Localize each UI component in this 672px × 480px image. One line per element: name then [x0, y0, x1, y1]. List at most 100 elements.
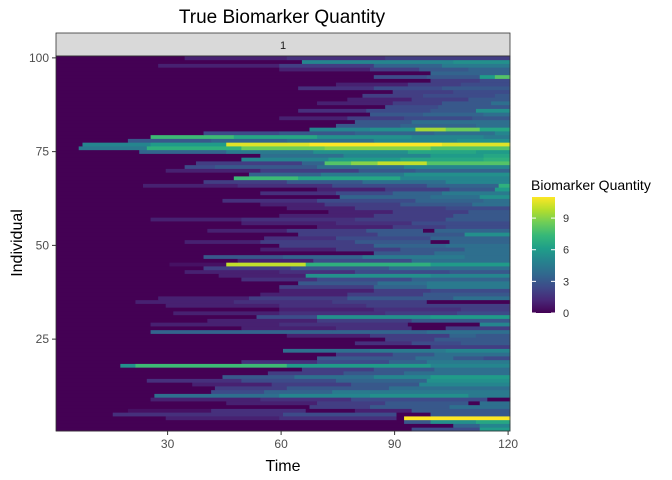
heatmap-tile: [56, 221, 242, 226]
heatmap-tile: [298, 108, 367, 113]
heatmap-tile: [434, 352, 511, 357]
heatmap-tile: [305, 408, 356, 413]
heatmap-tile: [441, 101, 492, 106]
heatmap-tile: [184, 164, 216, 169]
heatmap-tile: [392, 191, 443, 196]
heatmap-tile: [332, 389, 511, 394]
heatmap-tile: [460, 341, 511, 346]
heatmap-tile: [317, 101, 394, 106]
legend-tick-label: 3: [563, 276, 569, 288]
heatmap-tile: [56, 337, 386, 342]
heatmap-tile: [56, 386, 216, 391]
heatmap-tile: [335, 326, 413, 331]
heatmap-tile: [426, 359, 511, 364]
heatmap-tile: [82, 142, 151, 147]
heatmap-tile: [419, 67, 469, 72]
heatmap-tile: [479, 127, 511, 132]
heatmap-tile: [56, 142, 83, 147]
heatmap-tile: [279, 303, 367, 308]
heatmap-tile: [305, 273, 431, 278]
heatmap-tile: [449, 239, 511, 244]
heatmap-tile: [56, 232, 299, 237]
heatmap-tile: [370, 333, 450, 338]
x-tick-label: 60: [274, 437, 288, 451]
heatmap-tile: [453, 89, 511, 94]
heatmap-tile: [317, 277, 413, 282]
heatmap-tile: [335, 378, 428, 383]
heatmap-tile: [56, 371, 269, 376]
heatmap-tile: [411, 277, 511, 282]
heatmap-tile: [56, 228, 208, 233]
heatmap-tile: [56, 341, 356, 346]
heatmap-tile: [347, 292, 424, 297]
heatmap-tile: [438, 104, 511, 109]
heatmap-tile: [411, 134, 484, 139]
heatmap-tile: [56, 164, 186, 169]
heatmap-tile: [422, 112, 484, 117]
heatmap-tile: [441, 191, 511, 196]
heatmap-tile: [434, 251, 511, 256]
heatmap-tile: [301, 59, 454, 64]
heatmap-tile: [286, 56, 386, 61]
heatmap-tile: [56, 378, 148, 383]
heatmap-tile: [468, 401, 481, 406]
heatmap-tile: [305, 262, 431, 267]
heatmap-tile: [430, 239, 450, 244]
heatmap-tile: [56, 416, 167, 421]
heatmap-tile: [479, 322, 511, 327]
heatmap-tile: [248, 296, 348, 301]
legend-colorbar: [532, 197, 555, 313]
heatmap-tile: [56, 251, 375, 256]
heatmap-tile: [260, 239, 356, 244]
heatmap-tile: [351, 397, 488, 402]
heatmap-tile: [460, 307, 511, 312]
heatmap-tile: [370, 112, 424, 117]
heatmap-tile: [56, 63, 159, 68]
heatmap-tile: [56, 322, 151, 327]
heatmap-tile: [56, 86, 299, 91]
heatmap-tile: [430, 288, 511, 293]
heatmap-tile: [203, 266, 291, 271]
heatmap-tile: [430, 262, 511, 267]
heatmap-tile: [464, 247, 511, 252]
heatmap-tile: [392, 89, 454, 94]
heatmap-tile: [237, 183, 333, 188]
heatmap-tile: [449, 269, 511, 274]
heatmap-tile: [411, 326, 447, 331]
heatmap-tile: [56, 157, 242, 162]
heatmap-tile: [56, 172, 250, 177]
heatmap-tile: [286, 179, 363, 184]
heatmap-tile: [195, 161, 303, 166]
heatmap-tile: [426, 161, 511, 166]
heatmap-tile: [56, 303, 167, 308]
heatmap-tile: [332, 183, 428, 188]
heatmap-tile: [430, 108, 477, 113]
heatmap-tile: [279, 307, 375, 312]
heatmap-tile: [56, 273, 220, 278]
heatmap-tile: [335, 221, 413, 226]
heatmap-tile: [214, 386, 288, 391]
heatmap-tile: [453, 213, 511, 218]
heatmap-tile: [56, 277, 242, 282]
heatmap-tile: [404, 116, 473, 121]
heatmap-tile: [388, 386, 511, 391]
heatmap-tile: [260, 168, 360, 173]
heatmap-tile: [354, 269, 450, 274]
heatmap-tile: [56, 168, 167, 173]
heatmap-tile: [475, 419, 511, 424]
heatmap-tile: [373, 251, 435, 256]
heatmap-tile: [373, 243, 447, 248]
heatmap-tile: [479, 427, 511, 432]
heatmap-tile: [472, 116, 511, 121]
heatmap-tile: [445, 243, 511, 248]
heatmap-tile: [332, 299, 428, 304]
heatmap-tile: [56, 187, 318, 192]
heatmap-tile: [56, 149, 140, 154]
heatmap-tile: [366, 228, 424, 233]
heatmap-tile: [127, 408, 212, 413]
heatmap-tile: [373, 367, 435, 372]
heatmap-tile: [158, 296, 250, 301]
heatmap-tile: [351, 161, 378, 166]
heatmap-tile: [301, 367, 375, 372]
heatmap-tile: [404, 416, 511, 421]
